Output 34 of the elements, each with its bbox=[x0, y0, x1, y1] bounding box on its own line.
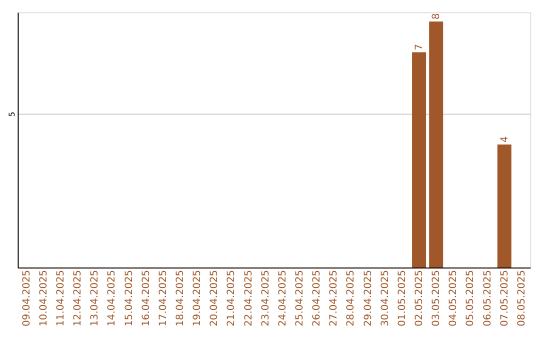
x-tick-label: 21.04.2025 bbox=[226, 270, 238, 326]
x-tick-label: 05.05.2025 bbox=[465, 270, 476, 326]
x-tick-label: 19.04.2025 bbox=[192, 270, 204, 326]
x-tick-label: 04.05.2025 bbox=[448, 270, 460, 326]
x-tick-label: 17.04.2025 bbox=[158, 270, 169, 326]
x-tick-label: 12.04.2025 bbox=[72, 270, 84, 326]
x-tick-label: 18.04.2025 bbox=[175, 270, 186, 326]
x-tick-label: 23.04.2025 bbox=[260, 270, 272, 326]
x-tick-label: 16.04.2025 bbox=[140, 270, 152, 326]
data-label: 8 bbox=[431, 13, 442, 20]
x-tick-label: 28.04.2025 bbox=[346, 270, 357, 326]
x-tick-label: 07.05.2025 bbox=[499, 270, 510, 326]
y-tick-label: 5 bbox=[7, 112, 16, 117]
x-tick-label: 01.05.2025 bbox=[396, 270, 408, 326]
x-tick-label: 24.04.2025 bbox=[277, 270, 288, 326]
x-tick-label: 14.04.2025 bbox=[106, 270, 118, 326]
x-tick-label: 27.04.2025 bbox=[328, 270, 340, 326]
x-tick-label: 02.05.2025 bbox=[414, 270, 425, 326]
x-tick-label: 09.04.2025 bbox=[21, 270, 32, 326]
x-tick-label: 08.05.2025 bbox=[516, 270, 528, 326]
x-tick-label: 13.04.2025 bbox=[90, 270, 101, 326]
x-tick-label: 30.04.2025 bbox=[380, 270, 391, 326]
data-label: 7 bbox=[414, 44, 425, 50]
x-tick-label: 03.05.2025 bbox=[431, 270, 442, 326]
x-tick-label: 22.04.2025 bbox=[243, 270, 254, 326]
x-tick-label: 29.04.2025 bbox=[362, 270, 374, 326]
x-tick-label: 25.04.2025 bbox=[294, 270, 306, 326]
x-tick-label: 06.05.2025 bbox=[482, 270, 494, 326]
x-tick-label: 11.04.2025 bbox=[56, 270, 67, 326]
x-tick-label: 26.04.2025 bbox=[312, 270, 323, 326]
x-tick-label: 10.04.2025 bbox=[38, 270, 50, 326]
data-label: 4 bbox=[499, 136, 510, 143]
x-tick-label: 15.04.2025 bbox=[124, 270, 135, 326]
x-tick-label: 20.04.2025 bbox=[209, 270, 220, 326]
